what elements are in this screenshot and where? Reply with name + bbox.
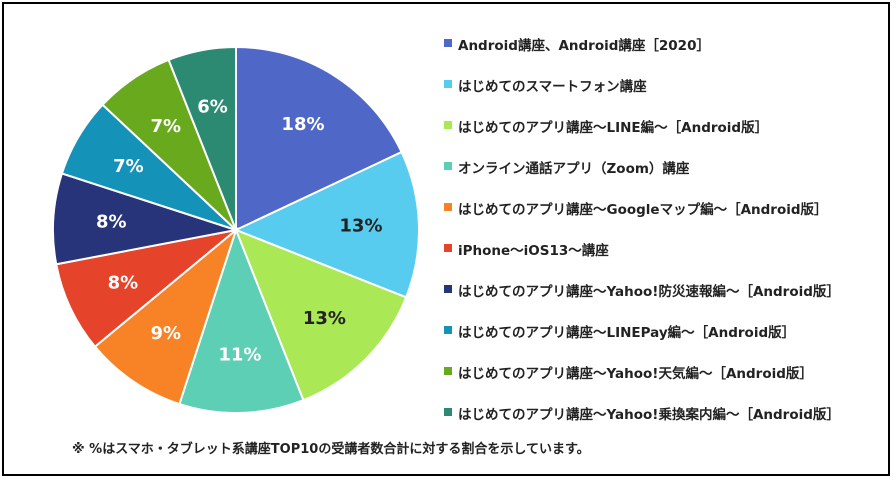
pie-slice-1 bbox=[235, 45, 403, 232]
legend-swatch bbox=[444, 80, 452, 88]
legend-item-9: はじめてのアプリ講座～Yahoo!天気編～［Android版］ bbox=[444, 362, 840, 403]
legend-item-2: はじめてのスマートフォン講座 bbox=[444, 75, 840, 116]
legend-item-6: iPhone～iOS13～講座 bbox=[444, 239, 840, 280]
legend-label: はじめてのアプリ講座～Yahoo!防災速報編～［Android版］ bbox=[458, 284, 840, 300]
pie-label-3: 13% bbox=[303, 308, 346, 329]
legend-label: iPhone～iOS13～講座 bbox=[458, 243, 609, 259]
pie-slice-7 bbox=[52, 172, 237, 266]
legend-swatch bbox=[444, 162, 452, 170]
legend-label: はじめてのスマートフォン講座 bbox=[458, 79, 647, 95]
legend-label: Android講座、Android講座［2020］ bbox=[458, 38, 710, 54]
legend-label: はじめてのアプリ講座～Yahoo!天気編～［Android版］ bbox=[458, 366, 813, 382]
pie-chart: 18% 13% 13% 11% 9% 8% 8% 7% 7% 6% bbox=[52, 45, 420, 414]
pie-slice-3 bbox=[234, 228, 408, 402]
pie-label-7: 8% bbox=[96, 212, 127, 233]
legend-item-7: はじめてのアプリ講座～Yahoo!防災速報編～［Android版］ bbox=[444, 280, 840, 321]
legend-item-10: はじめてのアプリ講座～Yahoo!乗換案内編～［Android版］ bbox=[444, 403, 840, 444]
legend-swatch bbox=[444, 408, 452, 416]
pie-slice-6 bbox=[55, 229, 237, 349]
pie-label-5: 9% bbox=[150, 323, 181, 344]
pie-slice-2 bbox=[233, 150, 420, 299]
legend-label: オンライン通話アプリ（Zoom）講座 bbox=[458, 161, 690, 177]
pie-label-4: 11% bbox=[218, 344, 261, 365]
pie-label-10: 6% bbox=[197, 97, 228, 118]
pie-slice-5 bbox=[93, 227, 239, 406]
pie-label-6: 8% bbox=[108, 273, 139, 294]
pie-slice-10 bbox=[167, 45, 237, 231]
legend-swatch bbox=[444, 244, 452, 252]
legend-label: はじめてのアプリ講座～Yahoo!乗換案内編～［Android版］ bbox=[458, 407, 840, 423]
chart-frame: 18% 13% 13% 11% 9% 8% 8% 7% 7% 6% Android講座、Andro… bbox=[2, 2, 890, 476]
pie-label-2: 13% bbox=[339, 216, 382, 237]
legend-item-4: オンライン通話アプリ（Zoom）講座 bbox=[444, 157, 840, 198]
legend-label: はじめてのアプリ講座～Googleマップ編～［Android版］ bbox=[458, 202, 828, 218]
legend-swatch bbox=[444, 39, 452, 47]
legend-item-8: はじめてのアプリ講座～LINEPay編～［Android版］ bbox=[444, 321, 840, 362]
legend-swatch bbox=[444, 367, 452, 375]
legend-swatch bbox=[444, 121, 452, 129]
legend-item-5: はじめてのアプリ講座～Googleマップ編～［Android版］ bbox=[444, 198, 840, 239]
legend-label: はじめてのアプリ講座～LINEPay編～［Android版］ bbox=[458, 325, 796, 341]
footnote: ※ %はスマホ・タブレット系講座TOP10の受講者数合計に対する割合を示していま… bbox=[72, 442, 590, 457]
legend-swatch bbox=[444, 326, 452, 334]
legend-item-1: Android講座、Android講座［2020］ bbox=[444, 34, 840, 75]
pie-slice-4 bbox=[178, 227, 305, 414]
legend: Android講座、Android講座［2020］ はじめてのスマートフォン講座は… bbox=[444, 34, 840, 444]
pie-label-9: 7% bbox=[150, 116, 181, 137]
pie-label-1: 18% bbox=[281, 114, 324, 135]
legend-item-3: はじめてのアプリ講座～LINE編～［Android版］ bbox=[444, 116, 840, 157]
pie-label-8: 7% bbox=[113, 156, 144, 177]
legend-swatch bbox=[444, 203, 452, 211]
legend-label: はじめてのアプリ講座～LINE編～［Android版］ bbox=[458, 120, 769, 136]
legend-swatch bbox=[444, 285, 452, 293]
